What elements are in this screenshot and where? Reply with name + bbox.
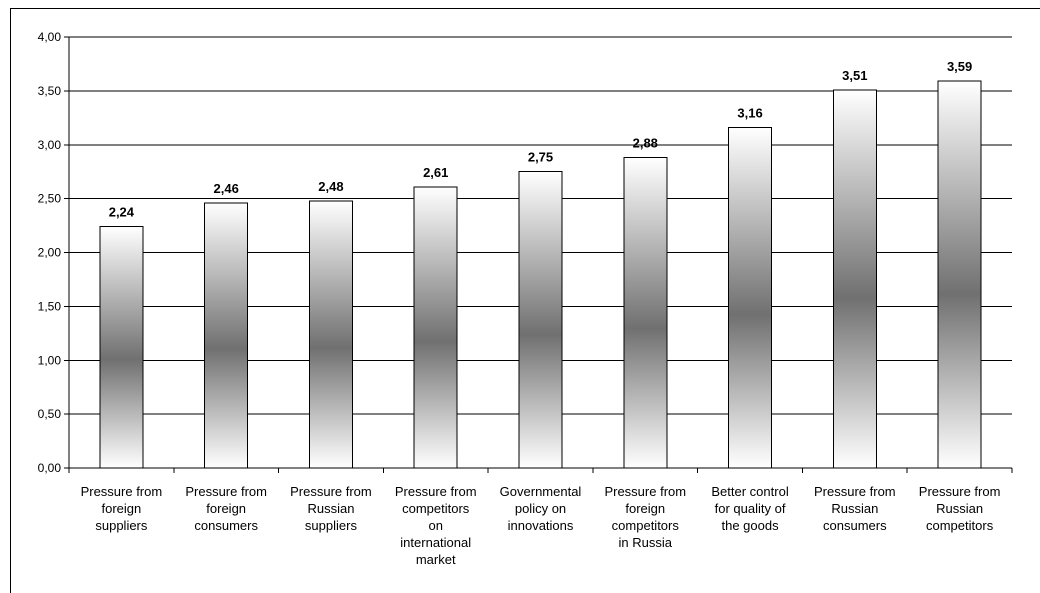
category-label: Pressure from Russian competitors — [919, 484, 1001, 533]
category-label-line: foreign — [625, 501, 665, 516]
category-label-line: Russian — [831, 501, 878, 516]
category-label-line: policy on — [515, 501, 566, 516]
category-label-line: suppliers — [305, 518, 358, 533]
data-label: 2,46 — [214, 181, 239, 196]
data-label: 2,61 — [423, 165, 448, 180]
category-label-line: the goods — [722, 518, 780, 533]
category-label-line: Governmental — [500, 484, 582, 499]
category-label: Pressure from foreign competitors in Russia — [604, 484, 686, 550]
category-label-line: Pressure from — [290, 484, 372, 499]
y-tick-label: 3,50 — [38, 84, 62, 98]
y-tick-label: 2,50 — [38, 192, 62, 206]
data-label: 3,16 — [737, 106, 762, 121]
category-label: Better control for quality of the goods — [711, 484, 788, 533]
data-label: 2,88 — [633, 136, 658, 151]
y-tick-label: 0,00 — [38, 461, 62, 475]
category-label-line: Pressure from — [814, 484, 896, 499]
category-label-line: market — [416, 552, 456, 567]
category-label-line: foreign — [206, 501, 246, 516]
category-label-line: in Russia — [619, 535, 673, 550]
y-tick-label: 0,50 — [38, 407, 62, 421]
bar — [728, 127, 773, 469]
category-label-line: consumers — [823, 518, 887, 533]
category-label-line: suppliers — [95, 518, 148, 533]
data-label: 2,24 — [109, 205, 135, 220]
y-tick-label: 1,50 — [38, 299, 62, 313]
category-label-line: competitors — [612, 518, 680, 533]
category-label-line: Russian — [936, 501, 983, 516]
category-label-line: Pressure from — [185, 484, 267, 499]
category-label: Governmental policy on innovations — [500, 484, 582, 533]
category-label: Pressure from foreign suppliers — [81, 484, 163, 533]
data-label: 3,51 — [842, 68, 867, 83]
y-tick-label: 4,00 — [38, 30, 62, 44]
bar — [413, 186, 458, 469]
category-label-line: Pressure from — [604, 484, 686, 499]
data-label: 2,48 — [318, 179, 343, 194]
chart-frame — [10, 8, 1040, 593]
category-label-line: on — [428, 518, 442, 533]
bar — [832, 89, 877, 469]
bar — [623, 157, 668, 469]
category-label-line: Pressure from — [919, 484, 1001, 499]
category-label: Pressure from competitors on international m… — [395, 484, 477, 567]
category-label-line: international — [400, 535, 471, 550]
category-label: Pressure from foreign consumers — [185, 484, 267, 533]
bar — [99, 226, 144, 469]
data-label: 3,59 — [947, 59, 972, 74]
y-tick-label: 2,00 — [38, 246, 62, 260]
category-label-line: competitors — [402, 501, 470, 516]
category-label: Pressure from Russian consumers — [814, 484, 896, 533]
category-label-line: innovations — [508, 518, 574, 533]
labels: 0,00 0,50 1,00 1,50 2,00 2,50 3,00 3,50 4,00 2,24… — [38, 30, 1001, 567]
bar — [518, 171, 563, 469]
bar — [308, 200, 353, 469]
category-label-line: for quality of — [715, 501, 786, 516]
category-label: Pressure from Russian suppliers — [290, 484, 372, 533]
category-label-line: Pressure from — [81, 484, 163, 499]
data-label: 2,75 — [528, 150, 553, 165]
bar — [937, 80, 982, 469]
category-label-line: competitors — [926, 518, 994, 533]
category-label-line: Pressure from — [395, 484, 477, 499]
category-label-line: foreign — [102, 501, 142, 516]
category-label-line: Russian — [307, 501, 354, 516]
y-tick-label: 3,00 — [38, 138, 62, 152]
bars — [99, 80, 982, 469]
category-label-line: consumers — [194, 518, 258, 533]
bar — [204, 202, 249, 469]
category-label-line: Better control — [711, 484, 788, 499]
y-tick-label: 1,00 — [38, 353, 62, 367]
